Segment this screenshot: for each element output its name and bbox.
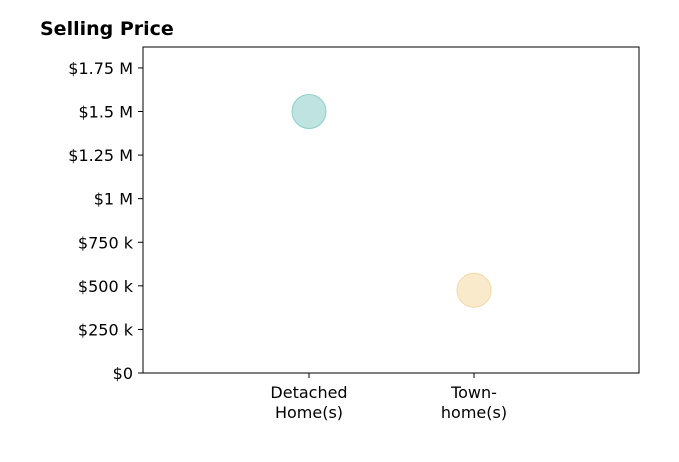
y-tick-label: $1.75 M: [68, 59, 133, 78]
y-tick-label: $250 k: [78, 320, 134, 339]
x-tick-label: Detached: [270, 383, 347, 402]
y-tick-label: $500 k: [78, 277, 134, 296]
y-tick-label: $750 k: [78, 233, 134, 252]
data-point: [291, 94, 327, 130]
y-tick-label: $1.5 M: [78, 103, 133, 122]
x-tick-label: home(s): [441, 403, 507, 422]
plot-area-frame: [142, 46, 640, 374]
x-tick-label: Home(s): [275, 403, 343, 422]
y-axis: $0 $250 k $500 k $750 k $1 M $1.25 M $1.5 M $1.…: [68, 59, 143, 383]
x-tick-label: Town-: [450, 383, 497, 402]
data-points: [291, 94, 492, 308]
y-tick-label: $1.25 M: [68, 146, 133, 165]
chart-title: Selling Price: [40, 18, 174, 40]
y-tick-label: $1 M: [94, 190, 133, 209]
data-point: [456, 272, 492, 308]
y-tick-label: $0: [113, 364, 133, 383]
